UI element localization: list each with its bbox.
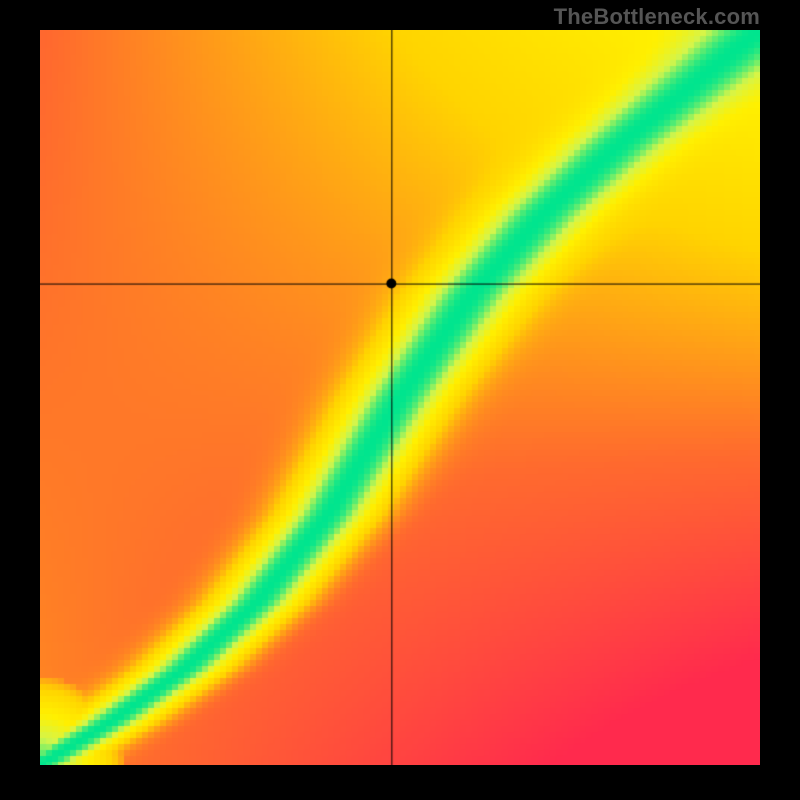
watermark-text: TheBottleneck.com	[554, 4, 760, 30]
heatmap-canvas	[40, 30, 760, 765]
chart-container: TheBottleneck.com	[0, 0, 800, 800]
